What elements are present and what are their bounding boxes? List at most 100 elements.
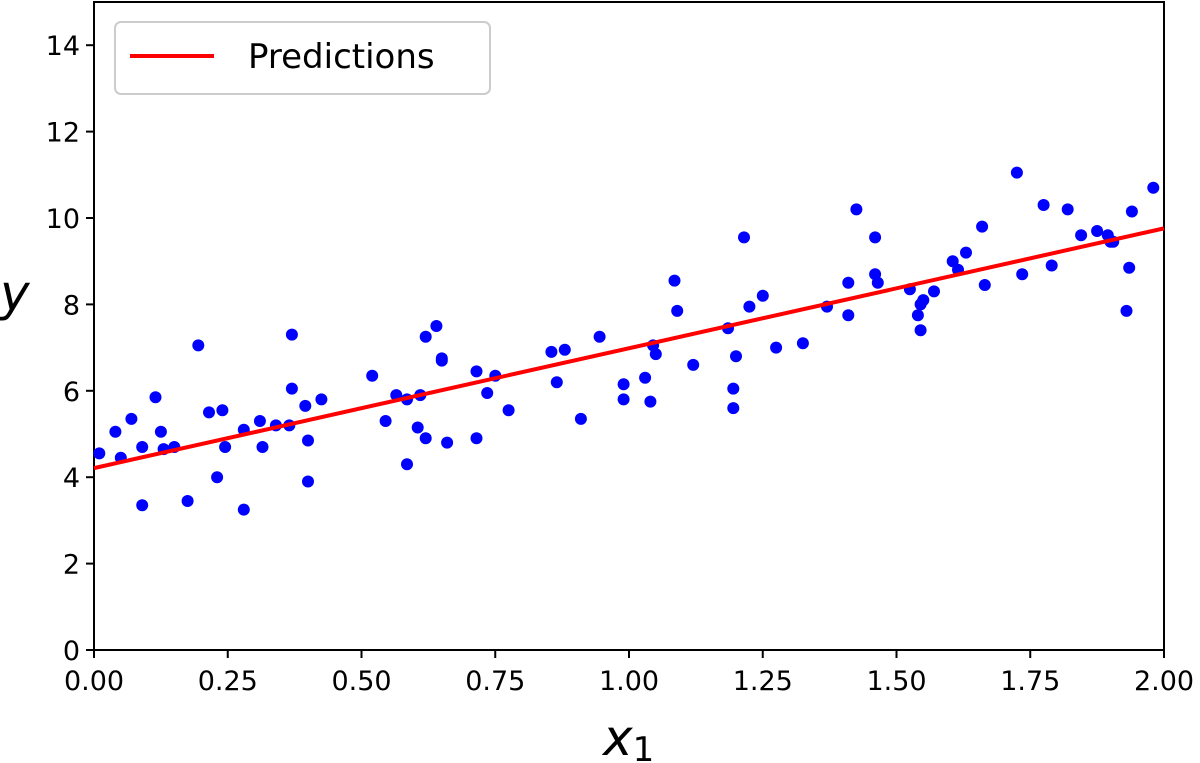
data-point — [1010, 166, 1023, 179]
data-point — [911, 309, 924, 322]
data-point — [285, 382, 298, 395]
data-point — [253, 415, 266, 427]
data-point — [481, 387, 494, 399]
data-point — [550, 376, 563, 389]
data-point — [302, 475, 314, 488]
data-point — [192, 339, 205, 352]
data-point — [796, 337, 809, 350]
data-point — [687, 358, 700, 371]
data-point — [668, 274, 681, 287]
x-axis-label: x1 — [601, 709, 654, 763]
data-point — [842, 309, 855, 322]
data-point — [946, 255, 959, 268]
data-point — [545, 345, 558, 358]
x-tick-label: 0.00 — [64, 666, 124, 697]
data-point — [411, 421, 424, 434]
data-point — [1037, 199, 1050, 211]
x-tick-label: 1.25 — [733, 666, 793, 697]
x-tick-label: 1.00 — [599, 666, 659, 697]
data-point — [154, 425, 167, 438]
y-tick-label: 0 — [63, 636, 80, 667]
data-point — [401, 458, 413, 471]
data-point — [727, 402, 740, 415]
data-point — [1091, 225, 1104, 237]
data-point — [470, 432, 483, 445]
data-point — [302, 434, 314, 447]
data-point — [917, 294, 930, 307]
data-point — [219, 441, 232, 453]
data-point — [850, 203, 863, 216]
scatter-points-layer — [93, 166, 1160, 516]
data-point — [928, 285, 940, 298]
data-point — [617, 393, 630, 406]
data-point — [136, 499, 149, 512]
data-point — [871, 276, 884, 289]
x-tick-label: 0.75 — [465, 666, 525, 697]
data-point — [976, 220, 989, 233]
data-point — [1125, 205, 1138, 218]
data-point — [93, 447, 106, 460]
data-point — [1061, 203, 1074, 216]
data-point — [181, 495, 194, 507]
legend: Predictions — [114, 21, 491, 95]
legend-box — [114, 21, 491, 95]
data-point — [639, 371, 652, 384]
data-point — [730, 350, 742, 363]
data-point — [211, 471, 224, 484]
data-point — [256, 441, 269, 453]
data-point — [649, 348, 662, 361]
x-axis-ticks: 0.00 0.25 0.50 0.75 1.00 1.25 1.50 1.75 2.00 — [64, 650, 1194, 697]
x-tick-label: 0.25 — [198, 666, 258, 697]
x-tick-label: 1.50 — [866, 666, 926, 697]
data-point — [285, 328, 298, 341]
y-tick-label: 12 — [46, 118, 80, 149]
data-point — [914, 324, 927, 337]
data-point — [727, 382, 740, 395]
data-point — [617, 378, 630, 391]
data-point — [593, 330, 606, 343]
data-point — [756, 289, 769, 302]
data-point — [842, 276, 855, 289]
data-point — [1123, 261, 1136, 274]
data-point — [960, 246, 972, 259]
data-point — [125, 412, 138, 425]
data-point — [136, 441, 149, 453]
data-point — [435, 354, 448, 367]
data-point — [558, 343, 571, 356]
y-tick-label: 4 — [63, 463, 80, 494]
data-point — [366, 369, 379, 382]
data-point — [869, 231, 882, 244]
data-point — [149, 391, 162, 404]
data-point — [743, 300, 756, 313]
data-point — [770, 341, 783, 354]
data-point — [1120, 304, 1133, 317]
data-point — [299, 399, 312, 412]
data-point — [502, 404, 515, 417]
x-tick-label: 0.50 — [331, 666, 391, 697]
y-axis-ticks: 0 2 4 6 8 10 12 14 — [46, 31, 94, 667]
data-point — [574, 412, 587, 425]
data-point — [237, 503, 250, 516]
data-point — [671, 304, 684, 317]
y-tick-label: 6 — [63, 377, 80, 408]
data-point — [109, 425, 122, 438]
data-point — [978, 279, 991, 291]
data-point — [419, 432, 432, 445]
data-point — [441, 436, 454, 449]
x-tick-label: 1.75 — [1000, 666, 1060, 697]
regression-line-layer — [93, 226, 1165, 471]
y-axis-label: y — [0, 264, 31, 322]
plot-area — [93, 1, 1165, 651]
data-point — [419, 330, 432, 343]
data-point — [1016, 268, 1029, 281]
data-point — [216, 404, 229, 417]
data-point — [1045, 259, 1058, 272]
data-point — [1075, 229, 1088, 242]
y-tick-label: 10 — [46, 204, 80, 235]
legend-label-predictions: Predictions — [248, 37, 435, 77]
data-point — [315, 393, 328, 406]
data-point — [738, 231, 750, 244]
data-point — [644, 395, 657, 408]
predictions-line — [93, 226, 1165, 471]
